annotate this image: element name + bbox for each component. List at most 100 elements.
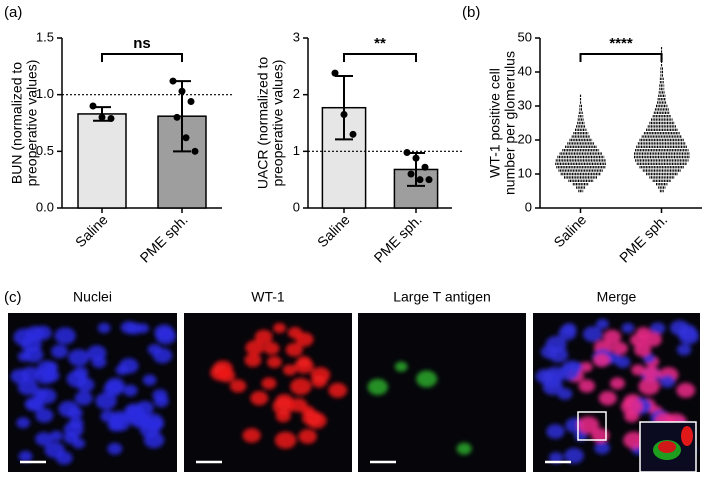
cell xyxy=(18,450,33,462)
bar xyxy=(321,106,367,209)
cell xyxy=(123,384,138,397)
cell xyxy=(35,432,53,446)
cells xyxy=(210,322,348,449)
x-tick-label: Saline xyxy=(550,211,589,250)
data-point xyxy=(169,77,177,85)
cell xyxy=(676,343,692,356)
cell xyxy=(328,382,348,398)
cell xyxy=(244,353,262,367)
cell xyxy=(631,364,646,376)
cell xyxy=(141,413,164,431)
y-tick-label: 10 xyxy=(518,165,532,180)
x-tick-label: Saline xyxy=(72,211,111,250)
y-tick-label: 1.5 xyxy=(36,29,54,44)
cell xyxy=(541,370,554,381)
panel-label: (a) xyxy=(4,4,22,21)
significance-bracket xyxy=(101,53,183,62)
cell xyxy=(120,321,137,334)
cell xyxy=(612,342,628,355)
image-title: Large T antigen xyxy=(393,289,491,305)
cell xyxy=(650,322,666,335)
significance-label: **** xyxy=(609,35,633,52)
cell xyxy=(598,391,617,406)
cell xyxy=(287,326,303,339)
cell xyxy=(282,364,297,376)
cell xyxy=(50,344,68,359)
panel-label: (c) xyxy=(4,289,22,306)
cell xyxy=(285,342,303,357)
cell xyxy=(456,442,472,455)
y-tick-label: 0 xyxy=(525,199,532,214)
x-tick-label: Saline xyxy=(314,211,353,250)
cell xyxy=(54,327,76,345)
cell xyxy=(110,411,128,425)
cells xyxy=(10,321,177,465)
cell xyxy=(67,406,83,420)
y-tick-label: 3 xyxy=(293,29,300,44)
cell xyxy=(591,428,610,443)
cell xyxy=(95,392,117,410)
cell xyxy=(242,428,261,443)
data-point xyxy=(98,113,106,121)
cell xyxy=(621,322,635,334)
cell xyxy=(367,378,388,396)
cell xyxy=(16,417,31,429)
cell xyxy=(593,353,610,367)
data-point xyxy=(421,163,429,171)
inset-marker xyxy=(577,411,607,441)
cell xyxy=(609,377,625,390)
y-axis-label: preoperative values) xyxy=(270,60,286,187)
cell xyxy=(152,347,173,364)
cell xyxy=(34,367,56,385)
x-tick-label: PME sph. xyxy=(616,211,670,265)
cell xyxy=(142,374,157,386)
cell xyxy=(569,361,583,372)
significance-bracket xyxy=(343,53,417,62)
y-axis-label: number per glomerulus xyxy=(502,51,518,195)
cell xyxy=(245,340,265,356)
data-point xyxy=(89,102,97,110)
y-tick-label: 40 xyxy=(518,63,532,78)
y-tick-label: 50 xyxy=(518,29,532,44)
data-point xyxy=(403,148,411,156)
cell xyxy=(250,391,269,406)
y-axis-label: BUN (normalized to xyxy=(9,62,25,184)
y-tick-label: 0 xyxy=(293,199,300,214)
y-tick-label: 0.0 xyxy=(36,199,54,214)
data-point xyxy=(349,130,357,138)
data-point xyxy=(412,154,420,162)
image-title: Nuclei xyxy=(73,289,112,305)
cell xyxy=(595,318,609,330)
x-tick-label: PME sph. xyxy=(371,211,425,265)
cells xyxy=(367,361,472,455)
cell xyxy=(311,375,328,388)
cell xyxy=(69,417,84,429)
cell xyxy=(66,370,88,388)
cells xyxy=(535,318,700,464)
cell xyxy=(579,361,593,373)
cell xyxy=(306,412,327,429)
cell xyxy=(290,377,312,396)
data-point xyxy=(425,176,433,184)
data-point xyxy=(107,114,115,122)
cell xyxy=(636,326,651,339)
cell xyxy=(153,395,169,408)
data-point xyxy=(191,147,199,155)
cell xyxy=(107,442,123,455)
significance-label: ns xyxy=(133,35,151,52)
cell xyxy=(274,431,297,449)
inset-cell xyxy=(658,441,676,453)
cell xyxy=(298,429,317,444)
cell xyxy=(10,368,29,384)
cell xyxy=(557,387,573,400)
cell xyxy=(540,345,558,359)
data-point xyxy=(416,176,424,184)
panel-label: (b) xyxy=(462,4,480,21)
cell xyxy=(68,349,90,367)
data-point xyxy=(331,69,339,77)
micrograph xyxy=(358,313,526,472)
data-point xyxy=(187,97,195,105)
cell xyxy=(677,324,698,341)
cell xyxy=(546,424,565,439)
cell xyxy=(210,364,231,381)
